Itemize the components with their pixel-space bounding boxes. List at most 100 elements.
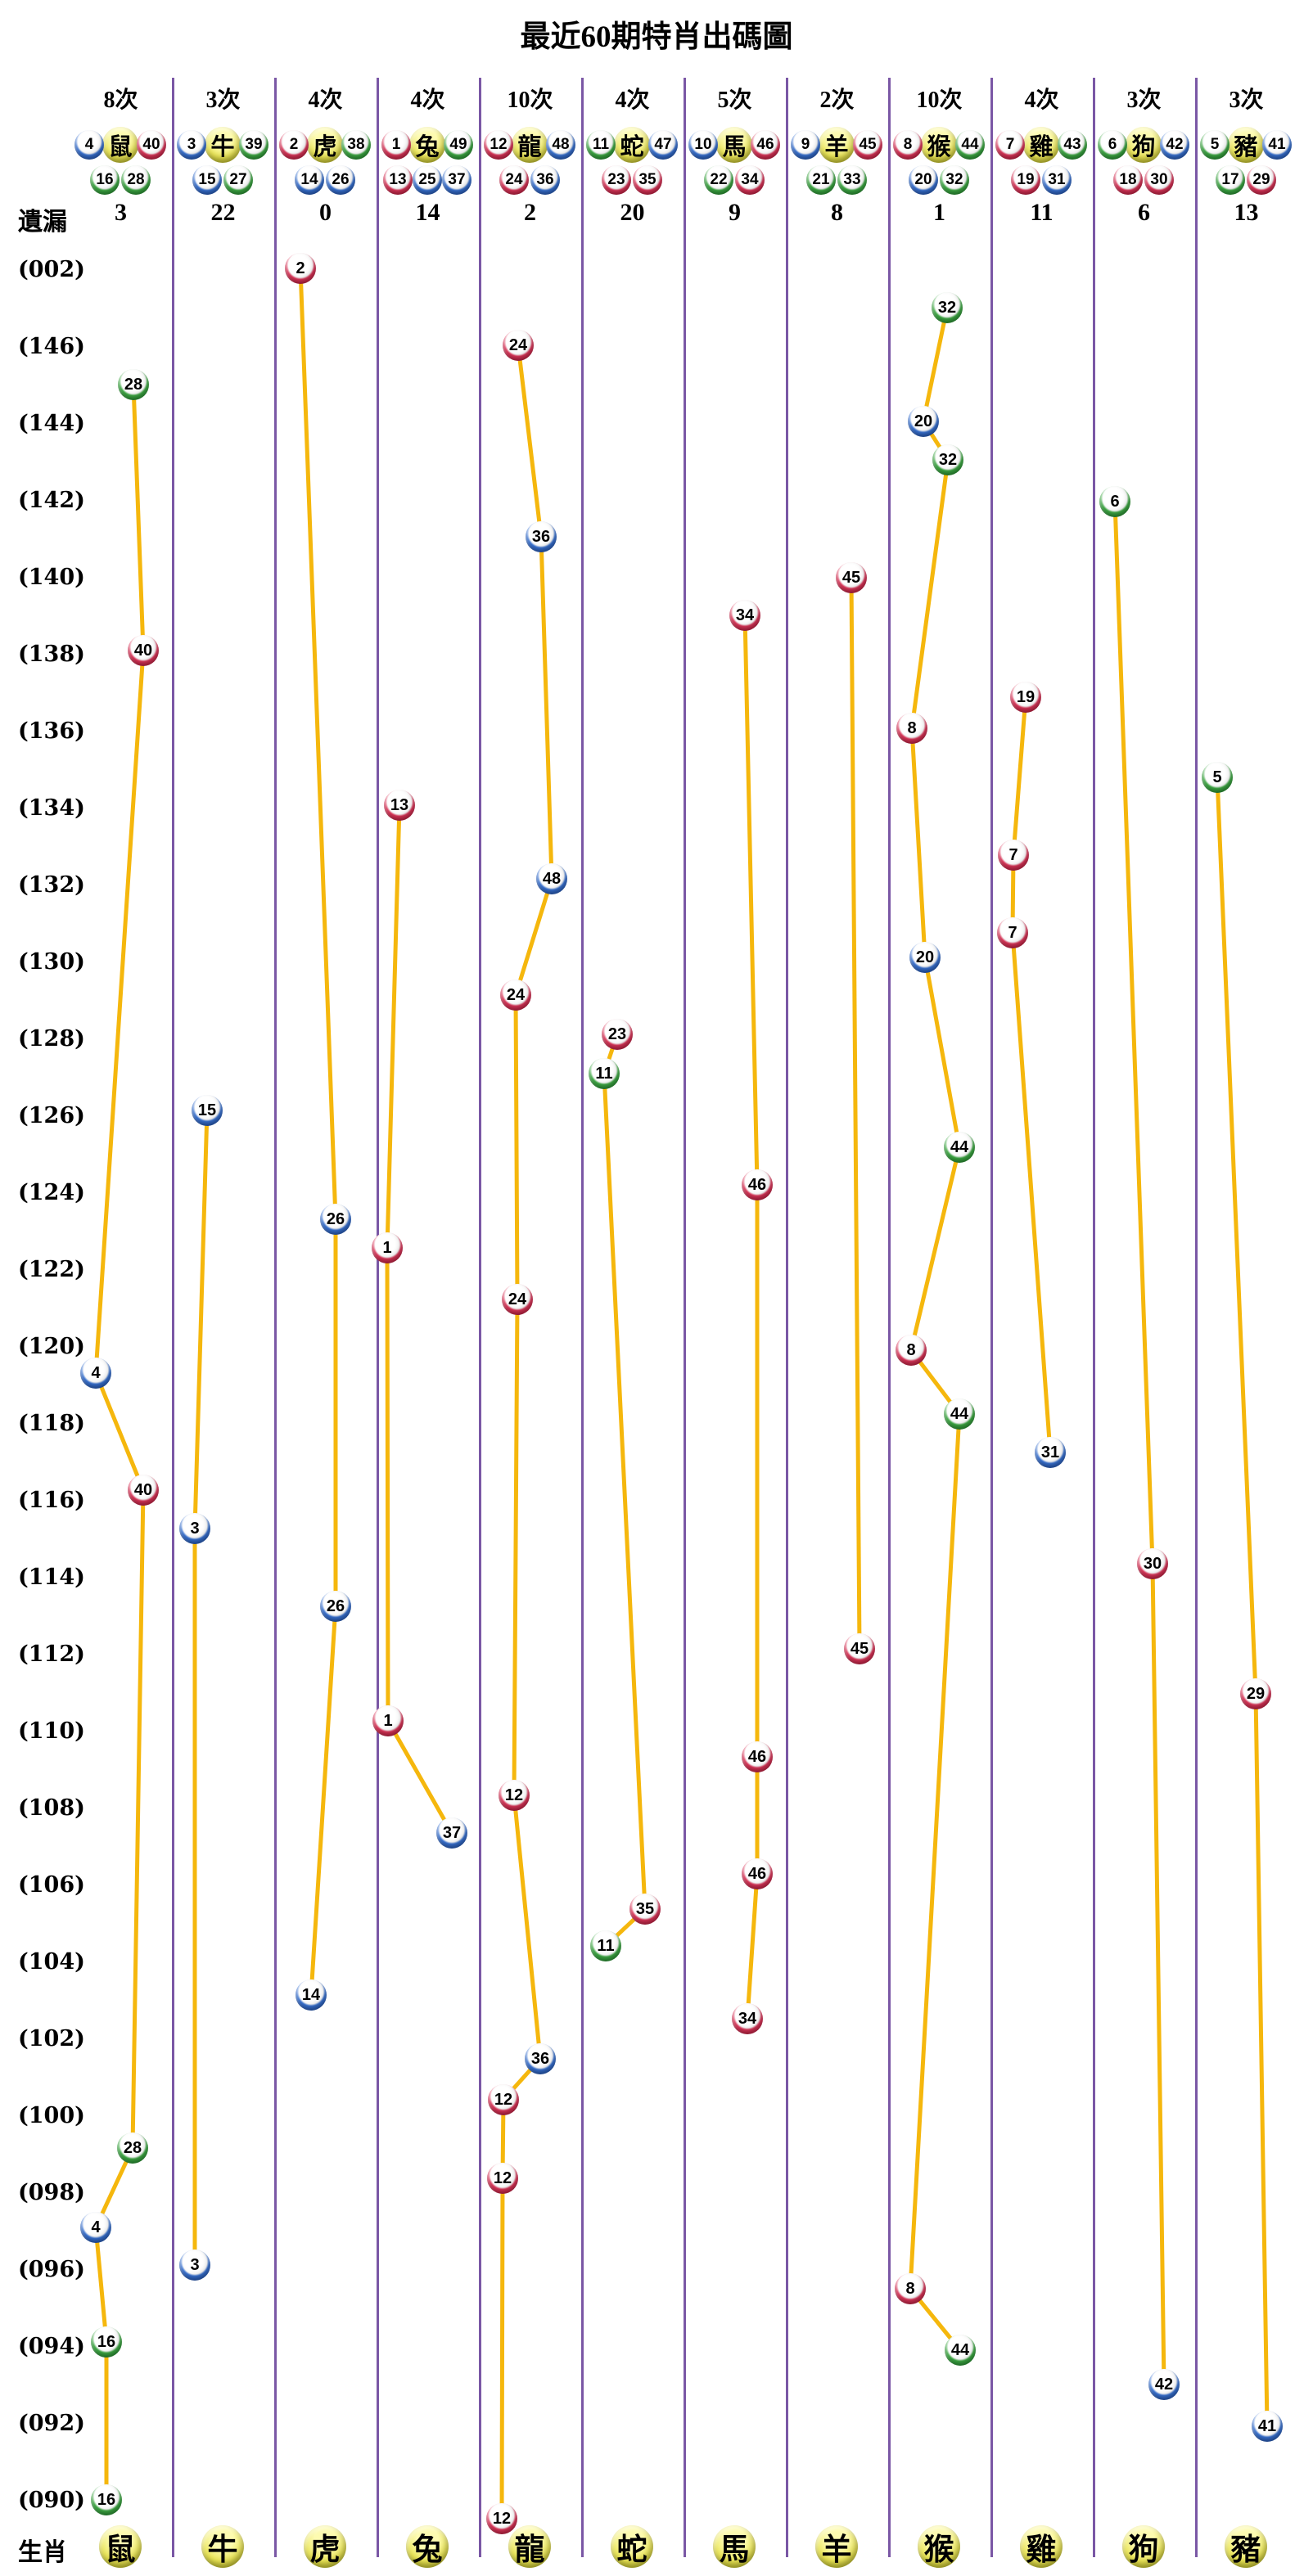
header-number-ball: 39 bbox=[239, 130, 268, 160]
header-zodiac-ball: 虎 bbox=[307, 127, 343, 163]
header-number-ball: 20 bbox=[909, 165, 938, 195]
header-number-ball: 32 bbox=[940, 165, 969, 195]
column-separator bbox=[172, 78, 174, 2557]
row-label: (130) bbox=[18, 949, 85, 975]
header-zodiac-ball: 馬 bbox=[716, 127, 752, 163]
column-count-label: 4次 bbox=[615, 88, 650, 113]
header-number-ball: 28 bbox=[121, 165, 151, 195]
trend-line bbox=[742, 615, 760, 2020]
miss-value: 6 bbox=[1138, 199, 1150, 226]
header-number-ball: 4 bbox=[74, 130, 104, 160]
chart-ball: 44 bbox=[945, 2335, 976, 2366]
chart-ball: 3 bbox=[179, 1513, 210, 1544]
chart-ball: 31 bbox=[1035, 1437, 1066, 1468]
header-number-ball: 33 bbox=[837, 165, 867, 195]
chart-ball: 11 bbox=[589, 1058, 620, 1089]
chart-ball: 32 bbox=[932, 444, 963, 475]
column-count-label: 4次 bbox=[1024, 88, 1059, 113]
column-separator bbox=[1195, 78, 1198, 2557]
trend-line bbox=[499, 345, 554, 2520]
chart-ball: 1 bbox=[372, 1705, 404, 1736]
header-number-ball: 31 bbox=[1042, 165, 1072, 195]
header-zodiac-ball: 羊 bbox=[819, 127, 855, 163]
header-number-ball: 3 bbox=[177, 130, 206, 160]
header-number-ball: 2 bbox=[279, 130, 309, 160]
trend-line bbox=[298, 268, 338, 1996]
row-label: (142) bbox=[18, 488, 85, 513]
zodiac-name-ball: 豬 bbox=[1225, 2525, 1267, 2568]
header-number-ball: 8 bbox=[893, 130, 923, 160]
row-label: (110) bbox=[18, 1718, 85, 1744]
zodiac-row-label: 生肖 bbox=[18, 2539, 67, 2566]
header-number-ball: 13 bbox=[383, 165, 413, 195]
miss-value: 22 bbox=[210, 199, 236, 226]
zodiac-name-ball: 牛 bbox=[201, 2525, 244, 2568]
chart-ball: 46 bbox=[742, 1169, 773, 1200]
row-label: (108) bbox=[18, 1795, 85, 1821]
zodiac-name-ball: 馬 bbox=[713, 2525, 756, 2568]
chart-ball: 15 bbox=[192, 1095, 223, 1126]
header-zodiac-ball: 鼠 bbox=[102, 127, 138, 163]
trend-line bbox=[1010, 696, 1053, 1453]
miss-value: 9 bbox=[729, 199, 741, 226]
header-number-ball: 34 bbox=[735, 165, 765, 195]
trend-line bbox=[1215, 777, 1270, 2427]
chart-ball: 46 bbox=[742, 1858, 773, 1889]
chart-ball: 1 bbox=[372, 1232, 403, 1263]
chart-ball: 35 bbox=[629, 1894, 661, 1925]
header-number-ball: 24 bbox=[499, 165, 529, 195]
header-number-ball: 1 bbox=[381, 130, 411, 160]
header-number-ball: 10 bbox=[688, 130, 718, 160]
trend-line bbox=[385, 804, 454, 1835]
row-label: (138) bbox=[18, 642, 85, 667]
chart-ball: 44 bbox=[944, 1132, 975, 1163]
chart-ball: 12 bbox=[488, 2084, 519, 2115]
zodiac-name-ball: 雞 bbox=[1020, 2525, 1063, 2568]
chart-ball: 12 bbox=[499, 1780, 530, 1811]
header-number-ball: 26 bbox=[326, 165, 355, 195]
header-number-ball: 44 bbox=[955, 130, 985, 160]
miss-value: 2 bbox=[524, 199, 536, 226]
header-number-ball: 12 bbox=[484, 130, 513, 160]
chart-ball: 24 bbox=[503, 330, 534, 361]
header-number-ball: 36 bbox=[530, 165, 560, 195]
miss-value: 14 bbox=[415, 199, 440, 226]
column-count-label: 10次 bbox=[507, 88, 553, 113]
column-separator bbox=[684, 78, 686, 2557]
header-number-ball: 37 bbox=[442, 165, 472, 195]
miss-value: 1 bbox=[933, 199, 945, 226]
chart-ball: 24 bbox=[502, 1284, 533, 1315]
chart-ball: 44 bbox=[944, 1398, 975, 1430]
chart-ball: 5 bbox=[1202, 762, 1233, 793]
header-number-ball: 43 bbox=[1058, 130, 1087, 160]
chart-ball: 37 bbox=[436, 1817, 467, 1849]
column-count-label: 10次 bbox=[916, 88, 963, 113]
chart-ball: 26 bbox=[320, 1591, 351, 1622]
column-separator bbox=[990, 78, 993, 2557]
chart-ball: 16 bbox=[91, 2326, 122, 2358]
miss-value: 0 bbox=[319, 199, 332, 226]
zodiac-name-ball: 猴 bbox=[918, 2525, 960, 2568]
chart-ball: 32 bbox=[932, 292, 963, 323]
chart-ball: 11 bbox=[590, 1930, 621, 1961]
miss-value: 11 bbox=[1030, 199, 1054, 226]
chart-ball: 4 bbox=[80, 1358, 111, 1389]
row-label: (098) bbox=[18, 2180, 85, 2205]
chart-ball: 2 bbox=[285, 253, 316, 284]
chart-ball: 16 bbox=[91, 2484, 122, 2515]
row-label: (106) bbox=[18, 1872, 85, 1898]
row-label: (140) bbox=[18, 565, 85, 590]
trend-line bbox=[602, 1034, 647, 1948]
chart-ball: 34 bbox=[732, 2003, 763, 2034]
row-label: (114) bbox=[18, 1565, 85, 1590]
header-number-ball: 46 bbox=[751, 130, 780, 160]
header-zodiac-ball: 狗 bbox=[1126, 127, 1162, 163]
row-label: (144) bbox=[18, 411, 85, 436]
header-number-ball: 29 bbox=[1247, 165, 1276, 195]
zodiac-name-ball: 虎 bbox=[304, 2525, 346, 2568]
header-number-ball: 16 bbox=[90, 165, 120, 195]
chart-ball: 29 bbox=[1240, 1678, 1271, 1709]
row-label: (002) bbox=[18, 257, 85, 282]
chart-ball: 13 bbox=[384, 790, 415, 821]
column-separator bbox=[1093, 78, 1095, 2557]
